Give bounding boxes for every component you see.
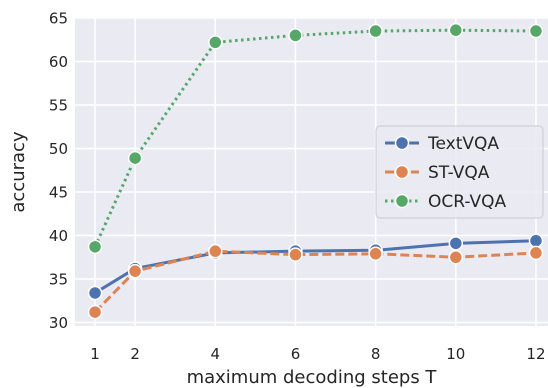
legend: TextVQA ST-VQA OCR-VQA	[375, 125, 544, 219]
y-tick-label-50: 50	[49, 140, 68, 158]
data-point-st-vqa-2	[127, 263, 143, 279]
legend-entry-textvqa: TextVQA	[385, 134, 499, 154]
data-point-st-vqa-10	[448, 250, 464, 265]
data-point-textvqa-12	[528, 233, 544, 248]
data-point-ocr-vqa-2	[127, 150, 143, 166]
legend-entry-st-vqa: ST-VQA	[385, 163, 490, 183]
y-tick-label-55: 55	[49, 97, 68, 115]
data-point-st-vqa-6	[288, 247, 303, 262]
data-point-st-vqa-12	[528, 245, 544, 261]
y-tick-label-35: 35	[49, 271, 68, 289]
y-tick-label-45: 45	[49, 184, 68, 202]
legend-swatch-textvqa	[385, 135, 419, 151]
data-point-textvqa-10	[448, 236, 464, 251]
data-point-ocr-vqa-4	[208, 35, 223, 50]
legend-entry-ocr-vqa: OCR-VQA	[385, 192, 507, 212]
data-point-st-vqa-4	[208, 243, 223, 259]
legend-marker	[394, 164, 410, 180]
data-point-ocr-vqa-8	[368, 23, 383, 39]
legend-label-ocr-vqa: OCR-VQA	[428, 192, 507, 212]
legend-marker	[394, 135, 410, 151]
data-point-st-vqa-8	[368, 246, 383, 262]
series-st-vqa	[87, 243, 544, 320]
legend-swatch-st-vqa	[385, 164, 419, 180]
legend-label-st-vqa: ST-VQA	[428, 163, 490, 183]
x-tick-label-12: 12	[526, 345, 545, 363]
data-point-textvqa-1	[87, 285, 103, 301]
data-point-ocr-vqa-1	[87, 239, 103, 255]
legend-swatch-ocr-vqa	[385, 193, 419, 209]
data-point-st-vqa-1	[87, 304, 103, 320]
x-tick-label-4: 4	[211, 345, 221, 363]
legend-marker	[394, 193, 410, 209]
y-tick-label-30: 30	[49, 314, 68, 332]
y-tick-label-60: 60	[49, 53, 68, 71]
x-tick-label-2: 2	[130, 345, 140, 363]
legend-box	[375, 125, 544, 219]
x-tick-label-10: 10	[446, 345, 465, 363]
x-tick-label-6: 6	[291, 345, 301, 363]
series	[87, 22, 544, 320]
series-ocr-vqa	[87, 22, 544, 255]
y-axis-title: accuracy	[8, 131, 29, 213]
x-tick-label-1: 1	[90, 345, 100, 363]
x-tick-label-8: 8	[371, 345, 381, 363]
y-tick-label-65: 65	[49, 10, 68, 28]
x-axis-title: maximum decoding steps T	[187, 367, 438, 388]
y-tick-label-40: 40	[49, 227, 68, 245]
legend-label-textvqa: TextVQA	[427, 134, 499, 154]
data-point-ocr-vqa-6	[288, 28, 303, 43]
data-point-ocr-vqa-12	[528, 23, 544, 39]
data-point-ocr-vqa-10	[448, 22, 464, 38]
